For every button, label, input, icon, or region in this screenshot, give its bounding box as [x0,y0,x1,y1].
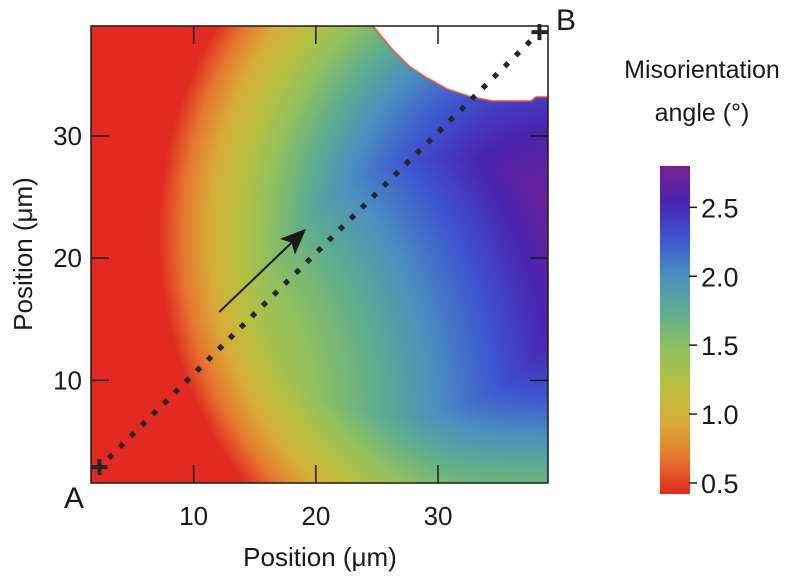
colorbar [660,166,690,494]
profile-dot [414,148,423,156]
profile-dot [315,245,324,254]
profile-dot [293,267,302,276]
profile-dot [513,50,522,58]
profile-dot [370,191,379,199]
profile-dot [227,332,236,341]
arrow-head [279,228,307,255]
y-axis-label: Position (μm) [8,177,38,331]
colorbar-tick-label: 2.5 [701,193,739,223]
profile-dot [469,93,478,102]
profile-dot [249,311,258,319]
profile-dot [337,224,346,232]
overlay-group [91,24,548,476]
profile-dot [150,409,159,417]
profile-dot [260,300,269,308]
y-axis: 10 20 30 [53,121,548,395]
x-tick-label: 20 [301,501,330,531]
profile-dot [436,126,445,134]
y-tick-label: 30 [53,121,82,151]
x-axis: 10 20 30 [179,26,452,531]
profile-dot [392,169,401,178]
point-a-label: A [64,482,84,515]
profile-dot [128,430,137,439]
end-cross-marker [531,24,548,41]
arrow-shaft [218,241,293,313]
profile-dot [139,419,148,428]
plot-frame [90,25,549,484]
profile-dot [282,278,291,286]
profile-dot [205,354,214,363]
profile-dot [271,289,280,297]
profile-dot [447,115,456,123]
x-axis-label: Position (μm) [243,542,397,572]
colorbar-title-line2: angle (°) [655,99,750,127]
profile-dot [194,365,203,373]
colorbar-tick-label: 1.0 [701,400,739,430]
profile-dot [172,387,181,395]
colorbar-ticks: 0.5 1.0 1.5 2.0 2.5 [689,193,739,499]
x-tick-label: 30 [424,501,453,531]
profile-dot [480,82,489,91]
profile-dot [348,213,357,221]
profile-dot [359,202,368,210]
misorientation-heatmap [91,26,548,483]
start-cross-marker [91,459,108,476]
profile-dot [403,158,412,167]
colorbar-tick-label: 0.5 [701,469,739,499]
cross-v [537,24,542,41]
cross-v [97,459,102,476]
profile-dot [304,256,313,265]
colorbar-tick-label: 1.5 [701,331,739,361]
profile-dot [106,452,115,460]
y-tick-label: 20 [53,243,82,273]
profile-dot [502,61,511,69]
y-tick-label: 10 [53,365,82,395]
profile-dot [524,39,533,47]
colorbar-tick-label: 2.0 [701,262,739,292]
x-tick-label: 10 [179,501,208,531]
profile-dot [117,441,126,450]
profile-dot [425,137,434,145]
profile-dot [161,398,170,406]
profile-dot [491,71,500,80]
profile-dot [326,235,335,243]
colorbar-title-line1: Misorientation [624,56,780,84]
profile-dot [216,343,225,352]
profile-dot [238,322,247,330]
profile-dot [381,180,390,189]
profile-dot [183,376,192,384]
point-b-label: B [556,4,576,37]
profile-dot [458,104,467,112]
